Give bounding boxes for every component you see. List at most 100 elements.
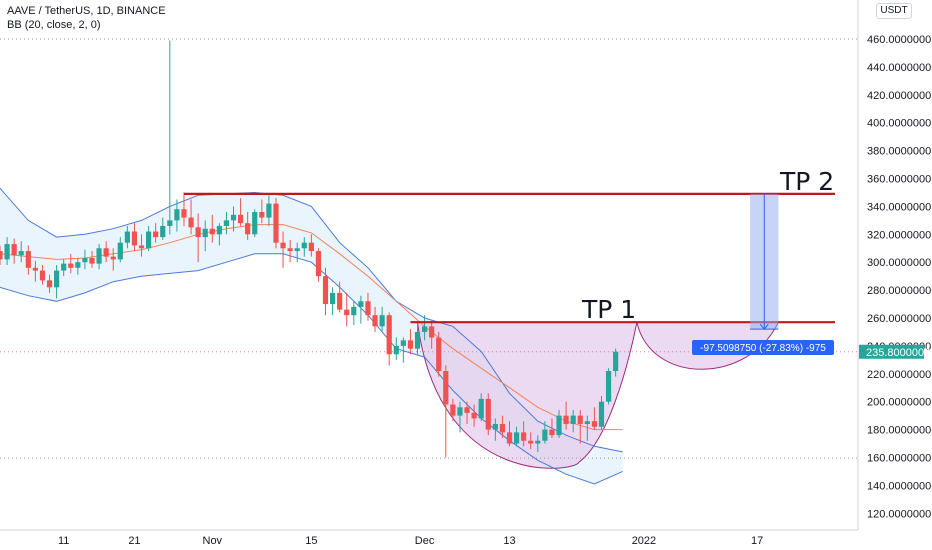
candle — [209, 214, 215, 243]
candle-body — [294, 248, 300, 252]
candle-body — [542, 429, 548, 441]
candle-body — [351, 306, 357, 316]
candle-body — [372, 315, 378, 327]
candle — [103, 241, 109, 263]
candle-body — [499, 424, 506, 433]
candle — [450, 398, 456, 422]
candle — [167, 40, 173, 235]
candle — [245, 212, 251, 240]
candle-body — [181, 209, 187, 218]
candle-body — [287, 248, 293, 252]
candle-body — [68, 263, 74, 268]
candle-body — [75, 262, 81, 268]
price-tick-label: 320.0000000 — [867, 229, 931, 241]
price-axis[interactable]: 120.0000000 140.0000000 160.0000000 180.000… — [857, 0, 931, 530]
candle-body — [443, 371, 449, 405]
candle — [443, 365, 449, 458]
candle-body — [188, 217, 194, 228]
currency-badge[interactable]: USDT — [876, 3, 912, 19]
candle — [117, 237, 123, 263]
candle-body — [25, 251, 31, 268]
candle — [160, 217, 166, 240]
measure-label-bg — [692, 340, 834, 355]
time-axis[interactable]: 11 21 Nov 15 Dec 13 2022 17 — [0, 529, 858, 547]
price-tag-group: 235.8000000 — [859, 344, 930, 359]
candle-body — [0, 251, 3, 260]
candle-body — [46, 280, 53, 288]
candle-body — [358, 301, 364, 307]
candle-body — [322, 276, 329, 305]
candle-body — [153, 231, 159, 238]
candle — [223, 212, 230, 235]
candle — [89, 251, 95, 268]
candle-body — [237, 214, 244, 224]
candle-body — [195, 227, 201, 238]
price-tick-label: 460.0000000 — [867, 34, 931, 46]
candle — [174, 199, 180, 232]
candle — [584, 415, 590, 441]
price-tick-label: 420.0000000 — [867, 90, 931, 102]
candle-body — [393, 345, 399, 355]
time-tick-label: 13 — [503, 535, 515, 547]
candle-body — [570, 415, 576, 424]
candle-body — [61, 263, 67, 271]
candle-body — [450, 404, 456, 416]
candle-body — [436, 337, 442, 371]
candle — [386, 312, 392, 366]
candle-body — [89, 258, 95, 264]
candle-body — [252, 212, 258, 235]
candle — [457, 401, 463, 433]
candle-body — [202, 228, 208, 238]
candle — [577, 410, 583, 444]
candle-body — [556, 415, 562, 436]
candle — [202, 220, 208, 252]
indicator-legend[interactable]: BB (20, close, 2, 0) — [7, 19, 101, 31]
measure-label: -97.5098750 (-27.83%) -975 — [700, 343, 826, 354]
candle — [32, 260, 38, 282]
candle — [485, 393, 491, 436]
candle — [407, 329, 414, 355]
candle-body — [167, 220, 173, 226]
candle — [521, 421, 527, 447]
candle-body — [301, 242, 307, 249]
time-tick-label: 15 — [305, 535, 317, 547]
candle — [46, 274, 53, 293]
symbol-title[interactable]: AAVE / TetherUS, 1D, BINANCE — [7, 5, 166, 17]
price-tag — [859, 344, 924, 359]
candle — [591, 407, 598, 430]
candle-body — [230, 214, 237, 221]
candle — [237, 198, 244, 226]
candle-body — [39, 270, 46, 281]
candle-body — [584, 421, 590, 424]
candle — [75, 258, 81, 275]
candle — [294, 242, 300, 263]
time-tick-label: 2022 — [632, 535, 656, 547]
price-tick-label: 260.0000000 — [867, 313, 931, 325]
candle — [273, 198, 279, 249]
cup-shape — [416, 321, 638, 469]
candle-body — [478, 398, 484, 419]
candle-body — [308, 242, 314, 252]
price-tick-label: 120.0000000 — [867, 508, 931, 520]
candle — [146, 225, 152, 252]
bollinger-band-area — [0, 188, 623, 485]
candle-body — [245, 223, 251, 235]
candle-body — [365, 301, 371, 316]
time-tick-label: Dec — [415, 535, 435, 547]
candle-body — [471, 412, 477, 419]
candle — [280, 231, 286, 268]
candle — [124, 225, 130, 249]
resistance-label: TP 1 — [581, 295, 636, 324]
candle-body — [492, 424, 498, 430]
candle — [613, 348, 619, 377]
candle — [216, 223, 222, 246]
candle-body — [117, 242, 123, 260]
price-tick-label: 160.0000000 — [867, 452, 931, 464]
price-tick-label: 440.0000000 — [867, 62, 931, 74]
price-tick-label: 340.0000000 — [867, 201, 931, 213]
price-range-measure[interactable]: -97.5098750 (-27.83%) -975 — [692, 193, 834, 355]
candles[interactable] — [0, 40, 619, 458]
candle — [542, 421, 548, 444]
candle-body — [464, 407, 470, 413]
